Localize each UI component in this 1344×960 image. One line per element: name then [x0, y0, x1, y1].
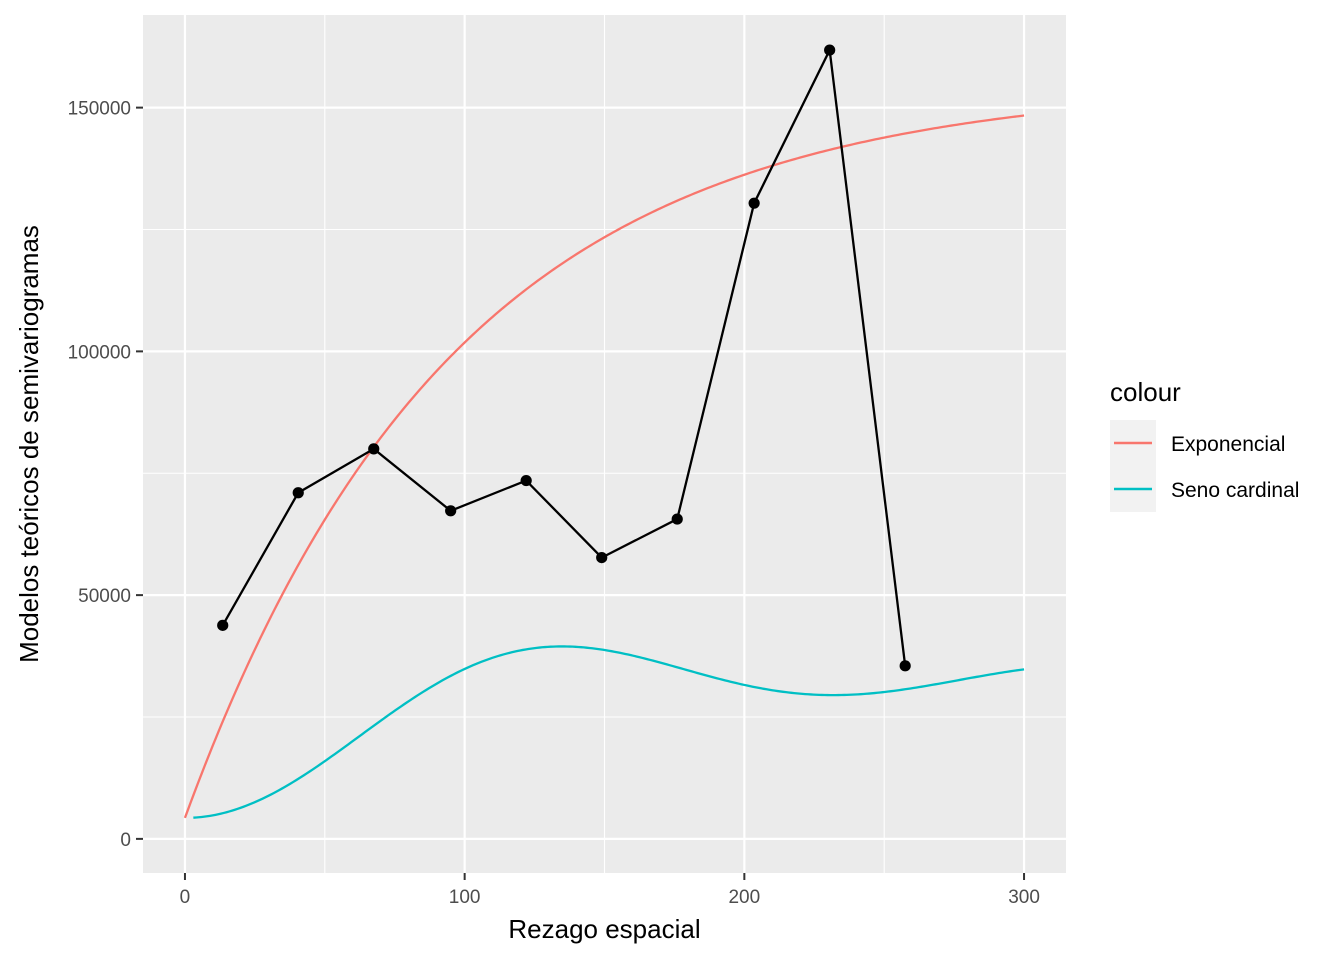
empirical-semivariogram — [217, 44, 911, 672]
axis-tick-labels: 0 100 200 300 0 50000 100000 150000 — [68, 99, 1040, 908]
x-tick-label: 200 — [728, 887, 760, 908]
empirical-point — [671, 513, 683, 525]
y-tick-label: 100000 — [68, 342, 131, 363]
empirical-point — [217, 619, 229, 631]
major-gridlines — [143, 15, 1066, 873]
series-line-seno-cardinal — [193, 645, 1025, 819]
empirical-point — [899, 660, 911, 672]
legend-label: Exponencial — [1171, 433, 1285, 456]
y-tick-label: 50000 — [78, 586, 131, 607]
model-curves — [183, 114, 1025, 819]
empirical-point — [292, 487, 304, 499]
axis-ticks — [136, 106, 1026, 880]
legend-title: colour — [1110, 377, 1181, 407]
y-axis-title: Modelos teóricos de semivariogramas — [14, 225, 44, 663]
empirical-point — [368, 443, 380, 455]
empirical-line — [221, 46, 907, 666]
x-tick-label: 0 — [180, 887, 191, 908]
x-axis-title: Rezago espacial — [508, 914, 700, 944]
minor-gridlines — [143, 15, 1066, 873]
y-tick-label: 150000 — [68, 99, 131, 120]
series-line-exponencial — [183, 114, 1025, 819]
legend-key-background — [1110, 420, 1156, 512]
empirical-point — [824, 44, 836, 56]
legend: colour Exponencial Seno cardinal — [1110, 377, 1299, 512]
x-tick-label: 100 — [449, 887, 481, 908]
empirical-point — [596, 551, 608, 564]
empirical-point — [748, 197, 760, 209]
legend-label: Seno cardinal — [1171, 479, 1299, 502]
empirical-point — [520, 474, 532, 487]
empirical-point — [445, 505, 457, 517]
x-tick-label: 300 — [1008, 887, 1040, 908]
y-tick-label: 0 — [120, 830, 131, 851]
